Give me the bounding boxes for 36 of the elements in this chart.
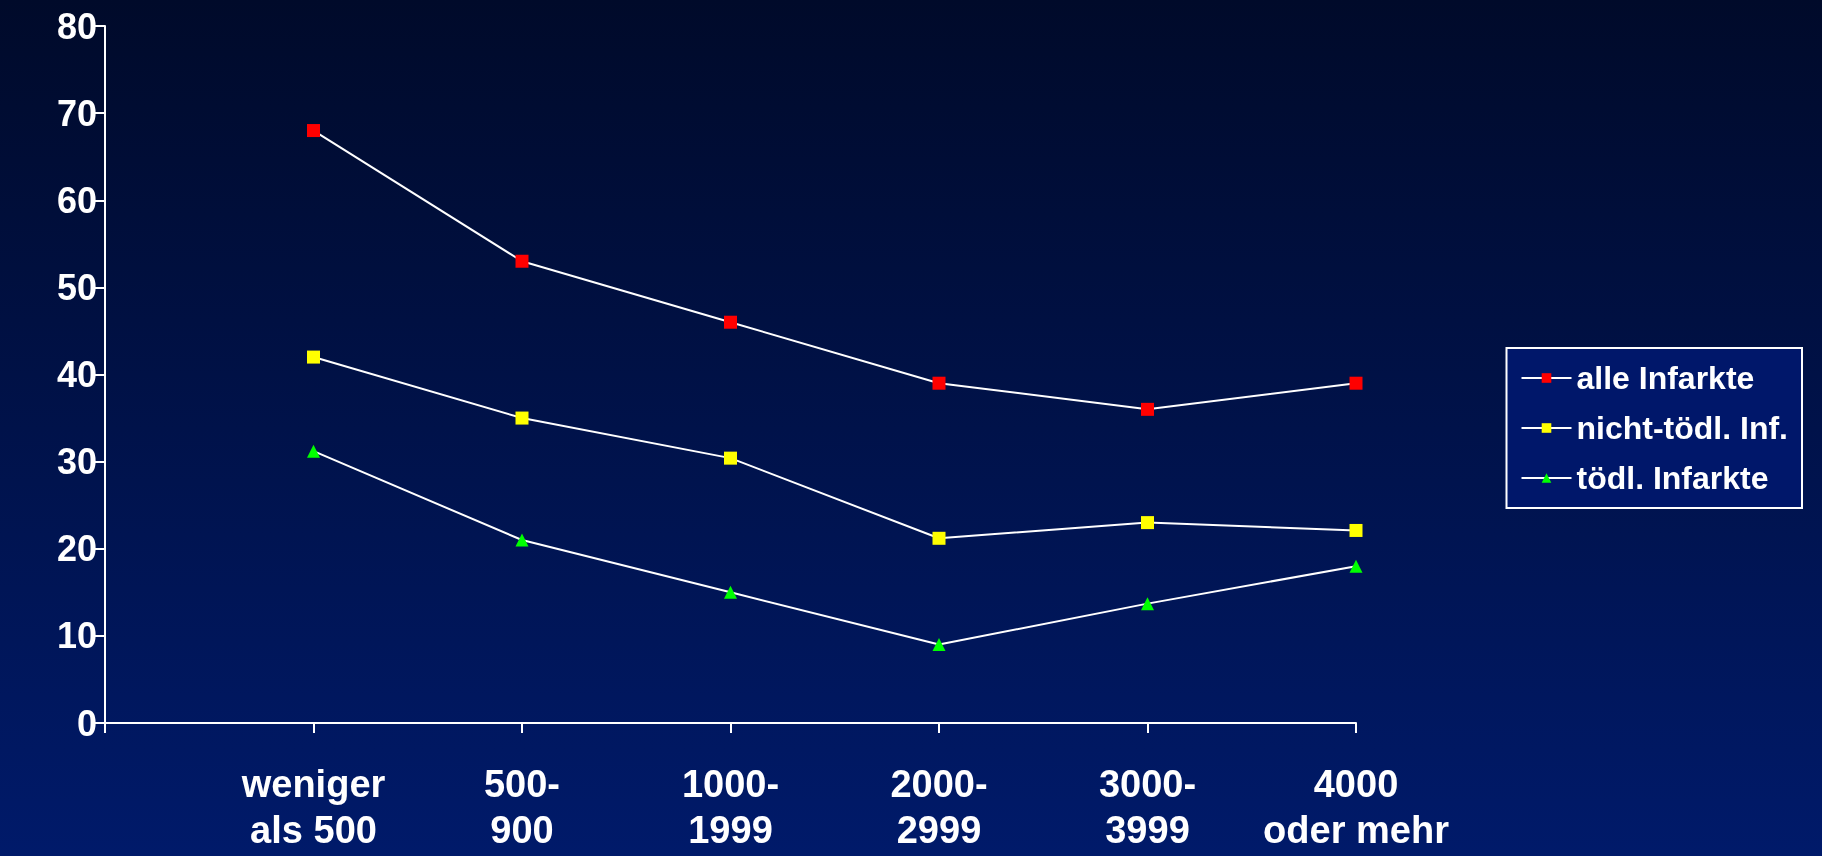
point: [515, 533, 529, 547]
y-tick-label: 0: [76, 702, 97, 744]
point: [307, 124, 320, 138]
y-tick-label: 40: [56, 354, 97, 395]
legend-label: nicht-tödl. Inf.: [1576, 410, 1788, 446]
point: [1349, 376, 1363, 390]
legend-label: alle Infarkte: [1576, 360, 1755, 396]
point: [724, 315, 737, 329]
y-tick-label: 80: [56, 5, 97, 47]
point: [932, 376, 946, 390]
point: [724, 451, 737, 465]
y-tick-label: 20: [56, 528, 97, 570]
x-tick-label: 1000- 1999: [681, 763, 780, 851]
y-tick-label: 70: [56, 92, 97, 134]
point: [724, 585, 737, 599]
point: [1349, 559, 1363, 573]
x-tick-label: 500- 900: [483, 763, 561, 851]
point: [307, 350, 320, 364]
x-tick-label: 2000- 2999: [890, 763, 988, 851]
y-tick-label: 10: [56, 615, 97, 657]
x-tick-label: 4000 oder mehr: [1263, 763, 1450, 851]
point: [932, 638, 946, 652]
x-tick-label: weniger als 500: [240, 763, 386, 851]
point: [515, 411, 529, 425]
point: [515, 254, 529, 268]
point: [1141, 597, 1154, 611]
point: [932, 531, 946, 545]
point: [1141, 516, 1154, 530]
legend-label: tödl. Infarkte: [1576, 460, 1769, 496]
y-tick-label: 50: [56, 266, 97, 308]
point: [307, 444, 320, 458]
y-tick-label: 60: [56, 179, 97, 221]
point: [1141, 402, 1154, 416]
y-tick-label: 30: [56, 441, 97, 483]
x-tick-label: 3000- 3999: [1098, 763, 1197, 851]
point: [1349, 523, 1363, 537]
